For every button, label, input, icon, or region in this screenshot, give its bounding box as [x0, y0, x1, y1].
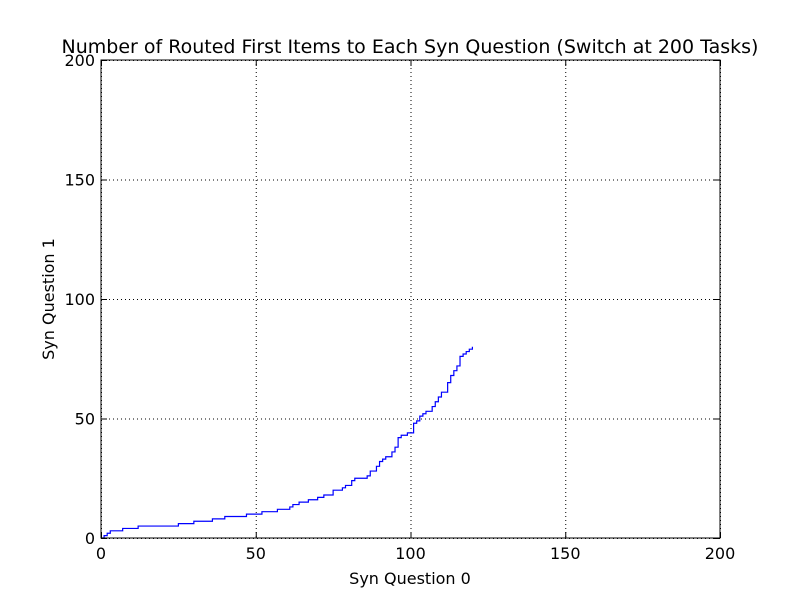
x-tick-label: 150 [550, 544, 581, 563]
x-axis: 0 50 100 150 200 [96, 60, 735, 563]
y-tick-label: 50 [75, 410, 95, 429]
series-layer [101, 346, 473, 539]
series-line [101, 346, 473, 539]
x-tick-label: 100 [395, 544, 426, 563]
y-tick-label: 150 [64, 171, 95, 190]
x-tick-label: 200 [705, 544, 736, 563]
y-axis-label: Syn Question 1 [39, 238, 58, 360]
y-tick-label: 100 [64, 290, 95, 309]
x-axis-label: Syn Question 0 [349, 569, 471, 588]
x-tick-label: 0 [96, 544, 106, 563]
y-tick-label: 0 [85, 529, 95, 548]
x-tick-label: 50 [246, 544, 266, 563]
chart-title: Number of Routed First Items to Each Syn… [62, 36, 759, 58]
y-axis: 0 50 100 150 200 [64, 51, 720, 548]
y-tick-label: 200 [64, 51, 95, 70]
